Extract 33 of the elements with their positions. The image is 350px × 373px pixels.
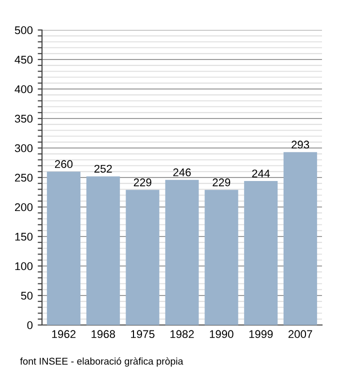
y-tick-label: 250 [14, 174, 33, 182]
data-label: 260 [54, 160, 73, 168]
bar [284, 152, 318, 325]
bar [46, 172, 80, 325]
y-tick-label: 400 [14, 85, 33, 94]
text: font INSEE - elaboració gràfica pròpia [20, 357, 184, 367]
y-tick-label: 350 [14, 114, 33, 123]
x-tick-label: 1999 [249, 330, 273, 338]
y-tick-label: 50 [21, 292, 33, 300]
bar [204, 190, 238, 325]
y-tick-label: 500 [14, 26, 33, 34]
x-tick-label: 2007 [288, 330, 312, 338]
data-label: 244 [252, 170, 270, 178]
y-tick-label: 150 [15, 232, 33, 241]
data-label: 246 [173, 168, 191, 176]
bar [244, 181, 278, 325]
bar [165, 180, 199, 325]
y-tick-label: 300 [14, 144, 33, 152]
data-label: 229 [134, 178, 152, 186]
data-label: 252 [94, 164, 112, 173]
x-tick-label: 1990 [210, 330, 234, 338]
y-tick-label: 0 [27, 321, 33, 330]
bar [126, 190, 160, 325]
x-tick-label: 1968 [92, 330, 116, 338]
data-label: 293 [292, 140, 310, 149]
x-tick-label: 1975 [131, 330, 154, 338]
y-tick-label: 200 [14, 203, 33, 212]
data-label: 229 [212, 178, 230, 186]
x-tick-label: 1982 [170, 330, 194, 338]
y-tick-label: 100 [15, 262, 33, 270]
y-tick-label: 450 [14, 56, 33, 64]
x-tick-label: 1962 [52, 330, 76, 338]
bar [86, 176, 120, 325]
